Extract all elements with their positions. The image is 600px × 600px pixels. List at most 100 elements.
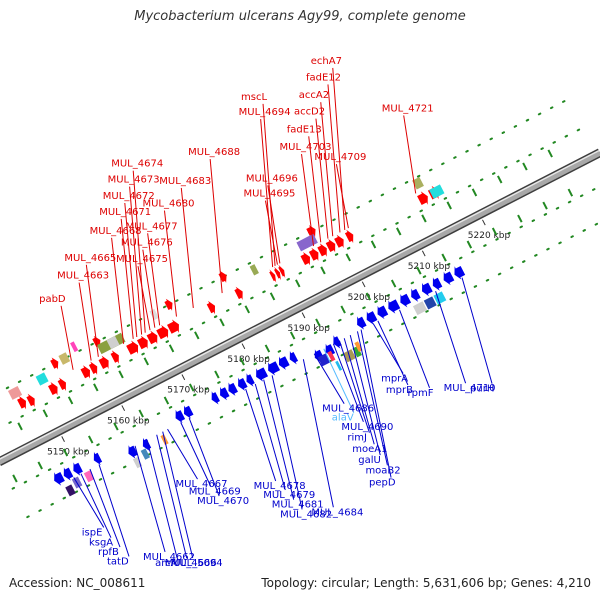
forward-gene-arrow[interactable] (50, 357, 59, 370)
forward-gene-arrow[interactable] (218, 270, 227, 283)
feature-block[interactable] (429, 184, 445, 199)
gene-label[interactable]: moeA1 (352, 444, 387, 455)
gene-label[interactable]: MUL_5094 (171, 558, 223, 569)
gene-label[interactable]: MUL_4662 (143, 552, 195, 563)
forward-gene-arrow[interactable] (234, 286, 243, 301)
reverse-gene-arrow[interactable] (184, 405, 194, 419)
feature-block[interactable] (249, 264, 259, 276)
forward-gene-arrow[interactable] (57, 377, 66, 391)
gene-label[interactable]: rimJ (347, 433, 367, 444)
gene-label[interactable]: mprA (381, 373, 408, 384)
feature-track[interactable] (7, 176, 466, 497)
forward-gene-arrow[interactable] (80, 365, 90, 379)
feature-block[interactable] (35, 372, 49, 386)
reverse-gene-arrow[interactable] (268, 361, 281, 376)
gene-label[interactable]: MUL_4680 (142, 199, 194, 210)
gene-label[interactable]: MUL_4669 (189, 486, 241, 497)
gene-label[interactable]: MUL_4694 (239, 107, 291, 118)
feature-block[interactable] (335, 360, 343, 371)
reverse-gene-arrow[interactable] (388, 299, 401, 314)
gene-label[interactable]: ispE (82, 527, 103, 538)
forward-gene-arrow[interactable] (274, 266, 282, 281)
reverse-gene-arrow[interactable] (54, 471, 65, 486)
gene-label[interactable]: MUL_4670 (197, 496, 249, 507)
gene-label[interactable]: fadE12 (306, 72, 341, 83)
feature-block[interactable] (132, 456, 143, 469)
gene-label[interactable]: MUL_4703 (280, 142, 332, 153)
feature-block[interactable] (412, 301, 428, 316)
feature-block[interactable] (140, 448, 151, 460)
forward-gene-arrow[interactable] (146, 330, 158, 345)
feature-block[interactable] (412, 176, 424, 190)
gene-label[interactable]: MUL_4676 (121, 238, 173, 249)
gene-label[interactable]: MUL_4709 (314, 152, 366, 163)
reverse-gene-arrow[interactable] (333, 335, 342, 349)
gene-label[interactable]: MUL_4679 (263, 490, 315, 501)
gene-label[interactable]: MUL_4688 (188, 147, 240, 158)
reverse-gene-arrow[interactable] (63, 467, 74, 481)
gene-label[interactable]: alaV (332, 413, 354, 424)
reverse-gene-arrow[interactable] (73, 462, 83, 476)
forward-gene-arrow[interactable] (206, 300, 216, 315)
forward-gene-arrow[interactable] (98, 355, 109, 370)
forward-gene-arrow[interactable] (344, 229, 354, 244)
gene-label[interactable]: MUL_4682 (280, 509, 332, 520)
gene-label[interactable]: fadE13 (287, 124, 322, 135)
gene-label[interactable]: MUL_4710 (444, 383, 496, 394)
gene-label[interactable]: MUL_4668 (90, 226, 142, 237)
reverse-gene-arrow[interactable] (289, 350, 299, 365)
reverse-gene-arrow[interactable] (256, 367, 269, 382)
gene-label[interactable]: MUL_4674 (111, 159, 163, 170)
reverse-gene-arrow[interactable] (422, 282, 433, 297)
gene-label[interactable]: MUL_4678 (254, 481, 306, 492)
forward-gene-arrow[interactable] (325, 239, 336, 253)
gene-label[interactable]: MUL_4721 (382, 103, 434, 114)
gene-label[interactable]: purH (470, 384, 494, 395)
gene-label[interactable]: MUL_4671 (99, 207, 151, 218)
gene-label[interactable]: pepD (369, 478, 396, 489)
feature-block[interactable] (83, 470, 95, 483)
gene-label[interactable]: moaB2 (365, 465, 400, 476)
gene-label[interactable]: rpfB (98, 547, 119, 558)
feature-block[interactable] (7, 386, 23, 400)
forward-gene-arrow[interactable] (156, 325, 169, 340)
forward-gene-arrow[interactable] (110, 350, 119, 364)
gene-label[interactable]: MUL_4690 (341, 422, 393, 433)
gene-label[interactable]: MUL_4675 (116, 254, 168, 265)
forward-gene-arrow[interactable] (164, 298, 173, 311)
feature-block[interactable] (352, 346, 362, 358)
gene-label[interactable]: mprB (386, 385, 413, 396)
forward-gene-arrow[interactable] (334, 234, 344, 249)
gene-label[interactable]: MUL_4677 (126, 221, 178, 232)
gene-label[interactable]: MUL_4672 (103, 191, 155, 202)
gene-label[interactable]: arcA (155, 558, 178, 569)
forward-gene-arrow[interactable] (88, 361, 98, 375)
feature-block[interactable] (423, 296, 437, 310)
reverse-gene-arrow[interactable] (366, 311, 378, 325)
reverse-gene-arrow[interactable] (238, 377, 248, 391)
gene-label[interactable]: mscL (241, 92, 267, 103)
forward-gene-arrow[interactable] (417, 191, 428, 206)
reverse-gene-arrow[interactable] (411, 288, 421, 302)
forward-gene-arrow[interactable] (17, 395, 26, 410)
gene-label[interactable]: accA2 (299, 90, 329, 101)
reverse-gene-arrow[interactable] (211, 391, 220, 405)
gene-label[interactable]: echA7 (311, 56, 342, 67)
gene-label[interactable]: MUL_4696 (246, 173, 298, 184)
gene-label[interactable]: MUL_4684 (311, 507, 363, 518)
reverse-gene-arrow[interactable] (443, 271, 455, 286)
gene-label[interactable]: galU (358, 455, 381, 466)
feature-block[interactable] (58, 352, 71, 365)
gene-label[interactable]: MUL_4683 (159, 176, 211, 187)
gene-label[interactable]: MUL_4667 (176, 479, 228, 490)
feature-block[interactable] (354, 341, 363, 353)
reverse-gene-arrow[interactable] (400, 293, 412, 308)
feature-block[interactable] (296, 233, 318, 252)
forward-gene-arrow[interactable] (26, 393, 35, 408)
gene-label[interactable]: pabD (39, 294, 66, 305)
reverse-gene-arrow[interactable] (432, 277, 443, 291)
reverse-gene-arrow[interactable] (228, 382, 238, 396)
reverse-gene-arrow[interactable] (454, 265, 466, 280)
gene-label[interactable]: MUL_4666 (165, 558, 217, 569)
